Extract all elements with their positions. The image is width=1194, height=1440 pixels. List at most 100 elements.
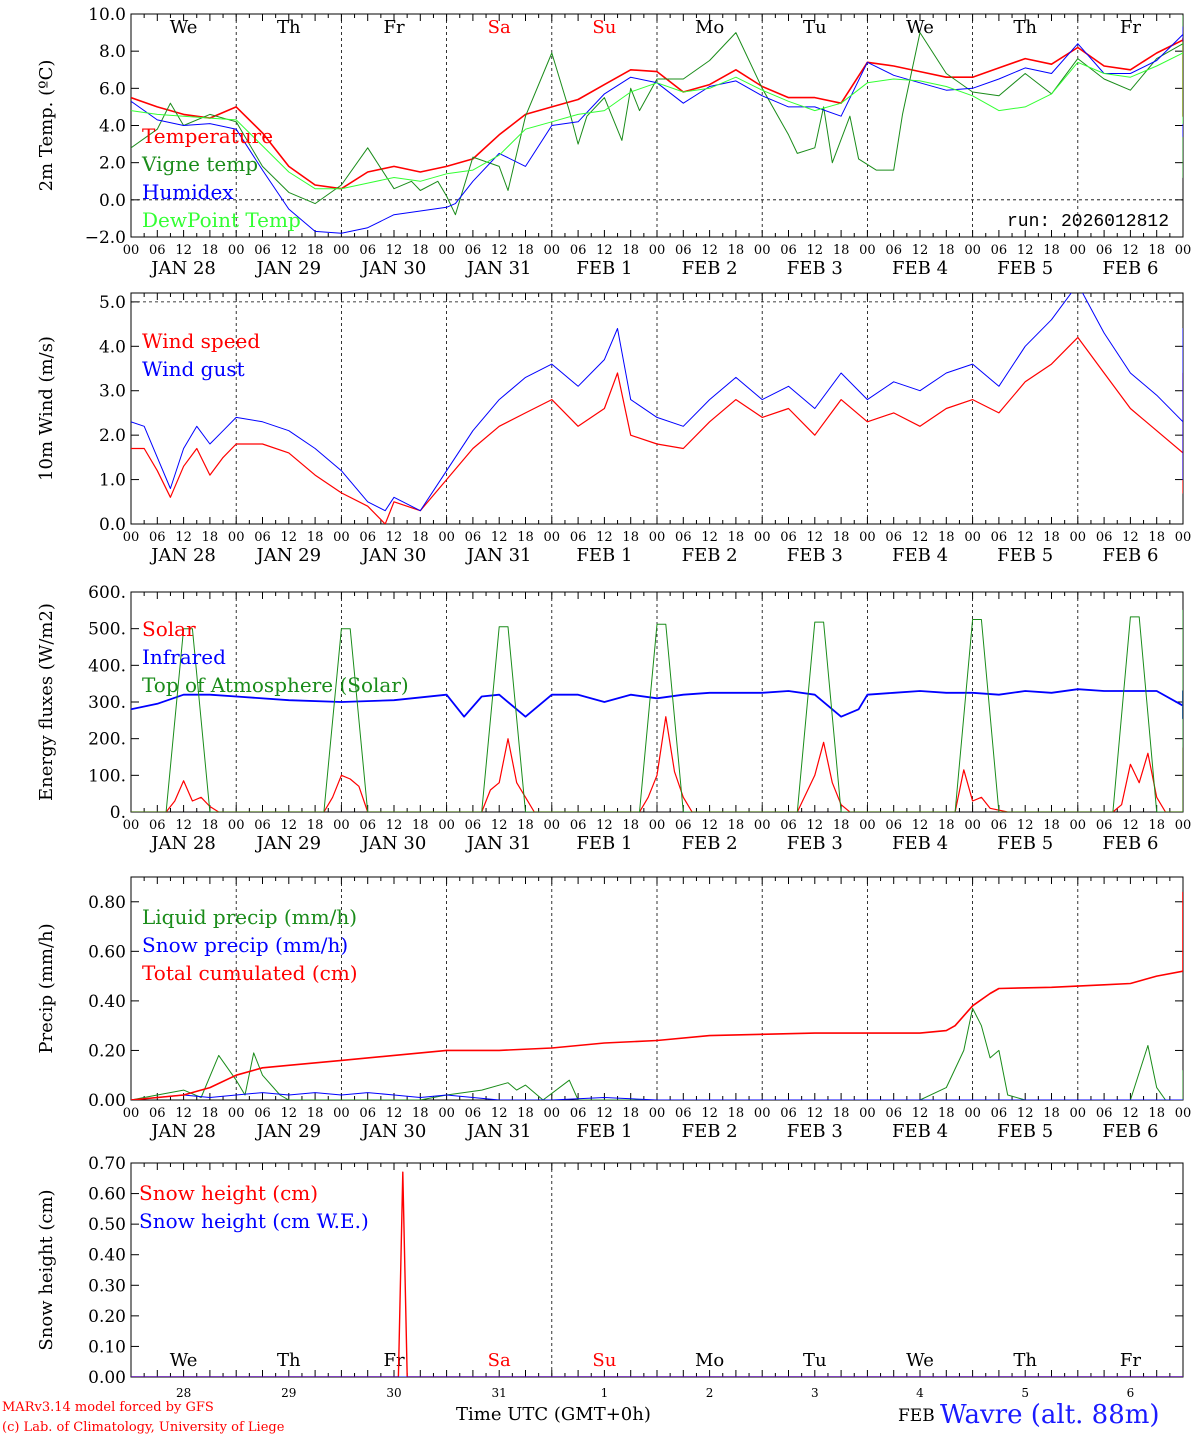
y-tick-label: 400. xyxy=(88,656,126,676)
hour-tick-label: 06 xyxy=(254,530,271,545)
series-line-top-of-atmosphere-solar xyxy=(131,609,1183,812)
hour-tick-label: 18 xyxy=(307,243,324,258)
y-tick-label: 0.10 xyxy=(88,1337,126,1357)
hour-tick-label: 12 xyxy=(175,818,192,833)
hour-tick-label: 00 xyxy=(1070,818,1087,833)
date-label: JAN 30 xyxy=(360,1121,427,1142)
hour-tick-label: 12 xyxy=(701,818,718,833)
weekday-label: Fr xyxy=(383,1350,404,1371)
hour-tick-label: 12 xyxy=(596,243,613,258)
y-axis-title: Snow height (cm) xyxy=(36,1189,57,1350)
hour-tick-label: 00 xyxy=(544,530,561,545)
date-label: FEB 2 xyxy=(682,545,738,566)
y-tick-label: 0.80 xyxy=(88,893,126,913)
hour-tick-label: 06 xyxy=(991,1106,1008,1121)
y-tick-label: −2.0 xyxy=(85,228,126,248)
hour-tick-label: 18 xyxy=(412,243,429,258)
hour-tick-label: 12 xyxy=(281,243,298,258)
hour-tick-label: 06 xyxy=(149,818,166,833)
hour-tick-label: 12 xyxy=(1017,243,1034,258)
hour-tick-label: 12 xyxy=(1122,530,1139,545)
legend-entry: Top of Atmosphere (Solar) xyxy=(142,673,409,697)
date-label: FEB 6 xyxy=(1102,545,1158,566)
hour-tick-label: 18 xyxy=(833,243,850,258)
panel-flux: 0. 100. 200. 300. 400. 500. 600. Energy fluxes … xyxy=(36,583,1191,854)
legend-entry: Wind gust xyxy=(142,357,245,381)
hour-tick-label: 00 xyxy=(1175,1106,1192,1121)
hour-tick-label: 00 xyxy=(964,243,981,258)
hour-tick-label: 12 xyxy=(701,1106,718,1121)
y-axis-title: 10m Wind (m/s) xyxy=(36,336,57,481)
hour-tick-label: 18 xyxy=(938,243,955,258)
hour-tick-label: 12 xyxy=(1017,818,1034,833)
date-label: JAN 28 xyxy=(149,258,216,279)
day-number-label: 1 xyxy=(601,1386,609,1400)
hour-tick-label: 00 xyxy=(964,818,981,833)
hour-tick-label: 18 xyxy=(833,1106,850,1121)
hour-tick-label: 18 xyxy=(728,818,745,833)
hour-tick-label: 18 xyxy=(307,818,324,833)
hour-tick-label: 12 xyxy=(807,530,824,545)
hour-tick-label: 18 xyxy=(202,530,219,545)
hour-tick-label: 12 xyxy=(1122,1106,1139,1121)
hour-tick-label: 06 xyxy=(1096,818,1113,833)
weekday-label: Th xyxy=(277,17,301,38)
model-credit: MARv3.14 model forced by GFS (c) Lab. of… xyxy=(2,1398,284,1438)
hour-tick-label: 00 xyxy=(123,530,140,545)
y-tick-label: 8.0 xyxy=(99,42,126,62)
hour-tick-label: 18 xyxy=(412,1106,429,1121)
hour-tick-label: 06 xyxy=(885,818,902,833)
hour-tick-label: 06 xyxy=(885,243,902,258)
legend-entry: Snow height (cm) xyxy=(139,1181,318,1205)
date-label: FEB 4 xyxy=(892,258,948,279)
series-line-snow-precip-mm-h xyxy=(131,1092,1183,1100)
hour-tick-label: 00 xyxy=(649,1106,666,1121)
hour-tick-label: 00 xyxy=(754,243,771,258)
legend-entry: Snow height (cm W.E.) xyxy=(139,1209,369,1233)
day-number-label: 31 xyxy=(492,1386,507,1400)
date-label: FEB 6 xyxy=(1102,833,1158,854)
hour-tick-label: 12 xyxy=(386,818,403,833)
date-label: FEB 3 xyxy=(787,545,843,566)
hour-tick-label: 06 xyxy=(149,530,166,545)
y-tick-label: 0.50 xyxy=(88,1215,126,1235)
hour-tick-label: 12 xyxy=(281,530,298,545)
hour-tick-label: 18 xyxy=(728,1106,745,1121)
hour-tick-label: 00 xyxy=(333,530,350,545)
y-axis-title: 2m Temp. (ºC) xyxy=(36,60,57,192)
hour-tick-label: 06 xyxy=(570,1106,587,1121)
hour-tick-label: 00 xyxy=(754,818,771,833)
legend-entry: Snow precip (mm/h) xyxy=(142,933,348,957)
plot-frame xyxy=(130,13,1184,238)
y-tick-label: 2.0 xyxy=(99,154,126,174)
date-label: FEB 2 xyxy=(682,258,738,279)
hour-tick-label: 18 xyxy=(1148,1106,1165,1121)
hour-tick-label: 00 xyxy=(123,243,140,258)
y-tick-label: 4.0 xyxy=(99,337,126,357)
date-label: FEB 1 xyxy=(576,833,632,854)
date-label: JAN 31 xyxy=(465,833,532,854)
hour-tick-label: 18 xyxy=(938,1106,955,1121)
hour-tick-label: 12 xyxy=(807,1106,824,1121)
weekday-label: We xyxy=(170,1350,198,1371)
date-label: FEB 4 xyxy=(892,545,948,566)
month-label: FEB xyxy=(898,1406,935,1426)
hour-tick-label: 06 xyxy=(465,1106,482,1121)
panel-temp: −2.0 0.0 2.0 4.0 6.0 8.0 10.0 2m Temp. (ºC) 00 06… xyxy=(36,5,1191,279)
date-label: FEB 5 xyxy=(997,258,1053,279)
hour-tick-label: 06 xyxy=(359,1106,376,1121)
series-line-total-cumulated-cm xyxy=(131,891,1183,1100)
y-tick-label: 0.20 xyxy=(88,1307,126,1327)
hour-tick-label: 00 xyxy=(333,1106,350,1121)
hour-tick-label: 12 xyxy=(386,530,403,545)
hour-tick-label: 18 xyxy=(728,243,745,258)
hour-tick-label: 06 xyxy=(780,530,797,545)
hour-tick-label: 00 xyxy=(649,530,666,545)
y-axis-title: Precip (mm/h) xyxy=(36,923,57,1053)
hour-tick-label: 00 xyxy=(649,818,666,833)
y-tick-label: 0.40 xyxy=(88,992,126,1012)
date-label: FEB 1 xyxy=(576,1121,632,1142)
legend-entry: Temperature xyxy=(142,124,273,148)
weekday-label: Tu xyxy=(803,1350,827,1371)
